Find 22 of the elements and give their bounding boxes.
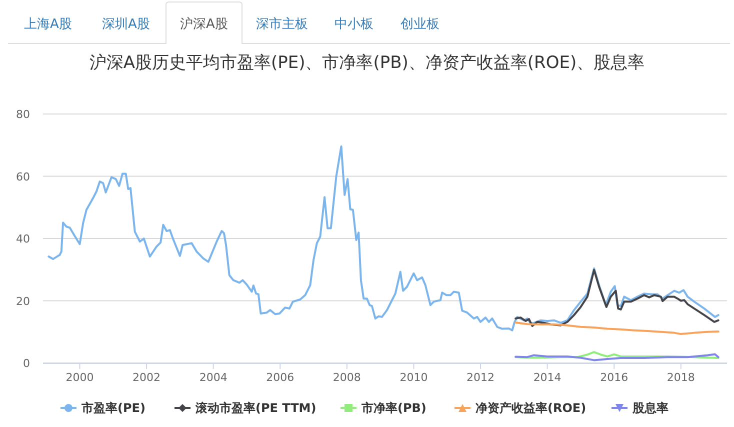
x-tick-label: 2002: [132, 371, 161, 384]
legend-label: 市净率(PB): [360, 401, 426, 415]
x-tick-label: 2004: [199, 371, 228, 384]
legend-label: 净资产收益率(ROE): [476, 401, 586, 415]
tabs: 上海A股 深圳A股 沪深A股 深市主板 中小板 创业板: [8, 2, 730, 44]
x-tick-label: 2016: [600, 371, 628, 384]
legend-label: 股息率: [632, 401, 668, 415]
x-tick-label: 2006: [266, 371, 294, 384]
y-tick-label: 60: [16, 170, 30, 184]
y-tick-label: 20: [16, 294, 30, 308]
y-tick-label: 40: [16, 232, 30, 246]
chart-title: 沪深A股历史平均市盈率(PE)、市净率(PB)、净资产收益率(ROE)、股息率: [89, 53, 645, 73]
x-tick-label: 2014: [533, 371, 562, 384]
x-tick-label: 2008: [332, 371, 361, 384]
legend-label: 滚动市盈率(PE TTM): [194, 401, 316, 415]
x-tick-label: 2010: [400, 371, 428, 384]
y-tick-label: 0: [23, 357, 30, 370]
legend-label: 市盈率(PE): [80, 401, 146, 415]
y-tick-label: 80: [16, 108, 30, 121]
x-tick-label: 2012: [466, 371, 495, 384]
x-tick-label: 2000: [66, 371, 94, 384]
x-tick-label: 2018: [666, 371, 695, 384]
